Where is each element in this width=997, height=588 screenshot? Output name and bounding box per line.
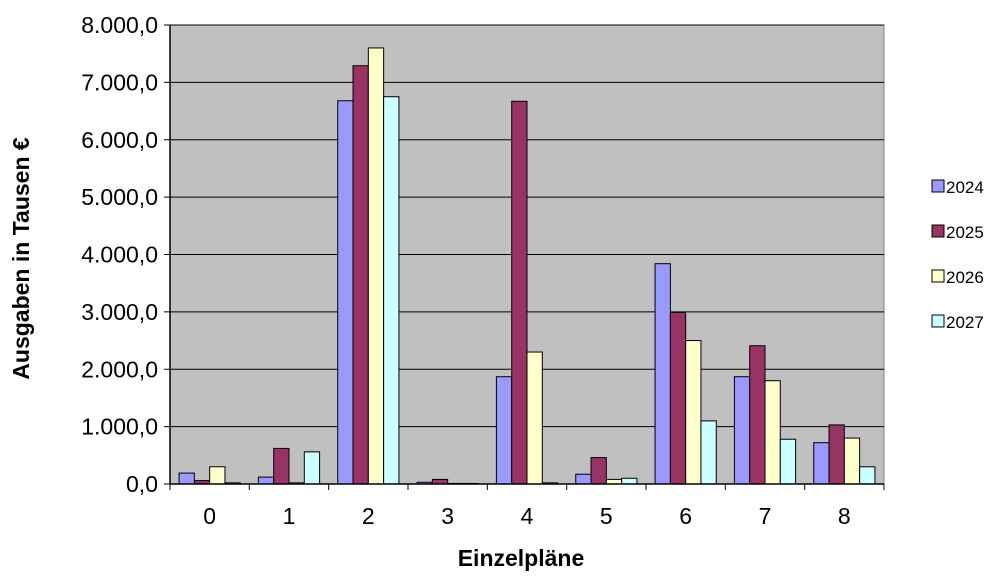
y-tick-label: 8.000,0: [81, 12, 158, 38]
x-tick-label: 7: [759, 503, 772, 529]
y-tick-labels: 0,0 1.000,0 2.000,0 3.000,0 4.000,0 5.000,0 6.…: [81, 12, 170, 497]
legend-label-2025: 2025: [946, 223, 984, 242]
bar-2027-1: [304, 452, 319, 484]
bar-2026-0: [210, 467, 225, 484]
bar-2026-6: [686, 341, 701, 484]
bar-2024-2: [338, 101, 353, 484]
bar-2024-6: [655, 264, 670, 484]
legend-label-2027: 2027: [946, 313, 984, 332]
x-tick-label: 6: [679, 503, 692, 529]
legend-swatch-2025: [932, 225, 944, 237]
bar-2024-0: [179, 473, 194, 484]
legend-label-2024: 2024: [946, 178, 984, 197]
bar-2025-8: [829, 425, 844, 484]
y-axis-title: Ausgaben in Tausen €: [8, 137, 34, 380]
bar-2027-7: [780, 439, 795, 484]
x-tick-label: 8: [838, 503, 851, 529]
x-tick-label: 2: [362, 503, 375, 529]
bar-2024-1: [258, 477, 273, 484]
bar-2024-7: [734, 377, 749, 484]
x-tick-label: 5: [600, 503, 613, 529]
y-tick-label: 1.000,0: [81, 414, 158, 440]
bar-2025-6: [670, 312, 685, 484]
bar-2026-7: [765, 381, 780, 484]
y-tick-label: 6.000,0: [81, 127, 158, 153]
bar-2027-6: [701, 421, 716, 484]
bar-2027-5: [622, 478, 637, 484]
bar-2025-1: [274, 448, 289, 484]
bar-2027-2: [384, 97, 399, 484]
bar-2025-7: [750, 346, 765, 484]
bar-2024-4: [496, 377, 511, 484]
x-tick-label: 1: [283, 503, 296, 529]
y-tick-label: 0,0: [126, 471, 158, 497]
bar-2024-8: [814, 443, 829, 484]
y-tick-label: 5.000,0: [81, 184, 158, 210]
x-tick-label: 0: [203, 503, 216, 529]
bar-2025-2: [353, 66, 368, 484]
legend: 2024 2025 2026 2027: [932, 178, 984, 332]
x-tick-label: 3: [441, 503, 454, 529]
y-tick-label: 4.000,0: [81, 242, 158, 268]
legend-swatch-2027: [932, 315, 944, 327]
y-tick-label: 3.000,0: [81, 299, 158, 325]
legend-label-2026: 2026: [946, 268, 984, 287]
legend-swatch-2024: [932, 180, 944, 192]
x-axis-title: Einzelpläne: [458, 545, 585, 571]
bar-2025-4: [512, 101, 527, 484]
bar-2026-8: [844, 438, 859, 484]
bar-2024-5: [576, 474, 591, 484]
x-tick-label: 4: [521, 503, 534, 529]
y-tick-label: 2.000,0: [81, 356, 158, 382]
bar-2025-5: [591, 458, 606, 484]
y-tick-label: 7.000,0: [81, 69, 158, 95]
bar-2026-4: [527, 352, 542, 484]
bar-2026-2: [368, 48, 383, 484]
legend-swatch-2026: [932, 270, 944, 282]
x-tick-labels: 0 1 2 3 4 5 6 7 8: [170, 484, 884, 529]
bar-2027-8: [860, 467, 875, 484]
